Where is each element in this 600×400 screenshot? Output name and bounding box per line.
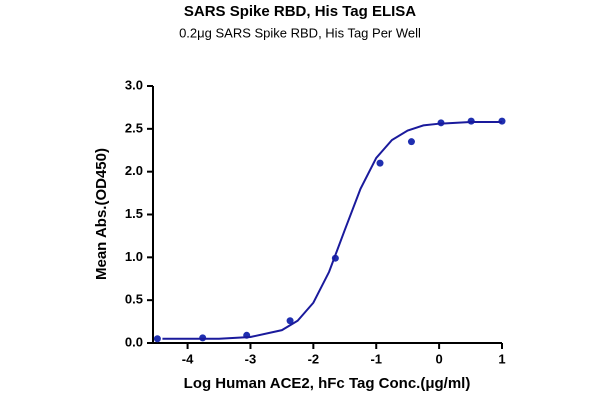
chart-title: SARS Spike RBD, His Tag ELISA (184, 3, 416, 20)
x-tick-label: -2 (308, 351, 320, 366)
data-point (407, 138, 415, 146)
data-point (153, 335, 161, 343)
y-axis-label: Mean Abs.(OD450) (93, 148, 110, 280)
x-tick-label: 0 (435, 351, 442, 366)
data-point (376, 159, 384, 167)
x-axis-label: Log Human ACE2, hFc Tag Conc.(μg/ml) (184, 375, 471, 392)
y-tick-label: 1.5 (125, 206, 143, 221)
chart-subtitle: 0.2μg SARS Spike RBD, His Tag Per Well (179, 25, 421, 40)
x-tick-label: -4 (182, 351, 194, 366)
x-tick-label: -3 (245, 351, 257, 366)
x-tick-label: -1 (370, 351, 382, 366)
y-tick-label: 3.0 (125, 77, 143, 92)
y-tick-label: 0.0 (125, 334, 143, 349)
data-point (286, 317, 294, 325)
fit-curve (162, 120, 502, 340)
x-tick-label: 1 (498, 351, 505, 366)
y-tick-label: 1.0 (125, 249, 143, 264)
y-tick-label: 0.5 (125, 292, 143, 307)
y-tick-label: 2.0 (125, 163, 143, 178)
y-tick-label: 2.5 (125, 120, 143, 135)
